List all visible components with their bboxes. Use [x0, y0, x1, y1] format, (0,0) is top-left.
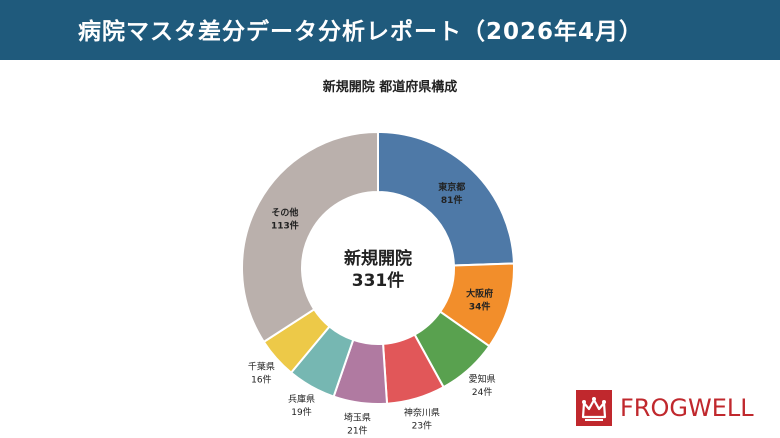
header-banner: 病院マスタ差分データ分析レポート（2026年4月） — [0, 0, 780, 60]
slice-name-label-5: 埼玉県 — [344, 412, 371, 424]
slice-value-label-1: 81件 — [441, 194, 463, 206]
slice-name-label-7: 千葉県 — [248, 361, 275, 373]
slice-name-label-4: 神奈川県 — [404, 407, 440, 419]
slice-name-label-3: 愛知県 — [469, 373, 496, 385]
slice-value-label-3: 24件 — [472, 386, 492, 398]
slice-name-label-6: 兵庫県 — [288, 393, 315, 405]
brand-name: FROGWELL — [620, 394, 754, 422]
slice-name-label-1: 東京都 — [438, 181, 465, 193]
slice-value-label-5: 21件 — [347, 425, 367, 437]
slice-value-label-2: 34件 — [469, 300, 491, 312]
slice-value-label-8: 113件 — [271, 219, 299, 231]
center-label-total: 331件 — [352, 270, 405, 291]
report-title: 病院マスタ差分データ分析レポート（2026年4月） — [78, 19, 644, 45]
slice-name-label-8: その他 — [271, 206, 298, 218]
slice-value-label-4: 23件 — [412, 420, 432, 432]
donut-slice-1 — [377, 130, 515, 267]
donut-slice-8 — [241, 130, 379, 344]
center-label-title: 新規開院 — [344, 248, 412, 269]
frog-crown-icon — [576, 390, 612, 426]
chart-title: 新規開院 都道府県構成 — [322, 80, 458, 95]
slice-name-label-2: 大阪府 — [466, 287, 493, 299]
brand-logo: FROGWELL — [576, 390, 772, 426]
slice-value-label-7: 16件 — [251, 374, 271, 386]
slice-value-label-6: 19件 — [291, 406, 311, 418]
